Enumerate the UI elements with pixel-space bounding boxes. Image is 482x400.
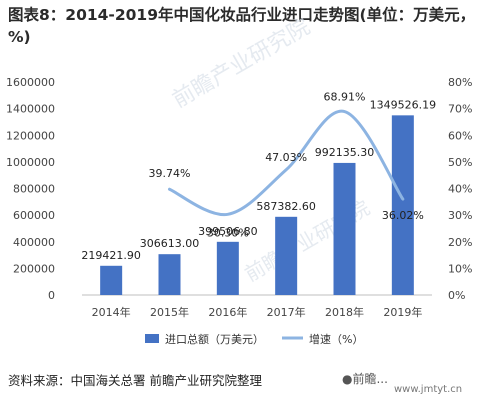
y-right-tick-label: 70% bbox=[448, 103, 472, 116]
brand-site: www.jmtyt.cn bbox=[394, 384, 463, 395]
line-value-label: 30.30% bbox=[207, 226, 249, 239]
x-tick-label: 2017年 bbox=[267, 305, 306, 319]
bar-3 bbox=[216, 241, 239, 295]
bar-6 bbox=[391, 115, 414, 295]
legend-bar-label: 进口总额（万美元） bbox=[165, 332, 264, 346]
bar-value-label: 587382.60 bbox=[256, 200, 316, 213]
y-left-tick-label: 0 bbox=[48, 289, 55, 302]
y-right-tick-label: 50% bbox=[448, 156, 472, 169]
y-right-tick-label: 0% bbox=[448, 289, 465, 302]
bar-value-label: 306613.00 bbox=[140, 237, 200, 250]
y-right-tick-label: 10% bbox=[448, 262, 472, 275]
bar-4 bbox=[275, 216, 298, 295]
growth-line bbox=[168, 110, 405, 216]
y-left-tick-label: 1600000 bbox=[6, 76, 55, 89]
legend-bar-swatch bbox=[145, 334, 159, 343]
y-right-tick-label: 60% bbox=[448, 129, 472, 142]
x-tick-label: 2016年 bbox=[208, 305, 247, 319]
y-left-tick-label: 400000 bbox=[13, 236, 55, 249]
brand-logo: ●前瞻... bbox=[342, 372, 388, 386]
line-value-label: 36.02% bbox=[382, 209, 424, 222]
x-tick-label: 2019年 bbox=[383, 305, 422, 319]
x-tick-label: 2014年 bbox=[92, 305, 131, 319]
y-left-tick-label: 600000 bbox=[13, 209, 55, 222]
y-left-tick-label: 200000 bbox=[13, 262, 55, 275]
line-value-label: 47.03% bbox=[265, 151, 307, 164]
y-left-tick-label: 1400000 bbox=[6, 103, 55, 116]
x-tick-label: 2015年 bbox=[150, 305, 189, 319]
y-right-tick-label: 20% bbox=[448, 236, 472, 249]
bar-value-label: 992135.30 bbox=[315, 146, 375, 159]
bar-2 bbox=[158, 254, 181, 295]
y-right-tick-label: 80% bbox=[448, 76, 472, 89]
y-left-tick-label: 1000000 bbox=[6, 156, 55, 169]
bar-value-label: 1349526.19 bbox=[370, 98, 436, 111]
y-right-tick-label: 40% bbox=[448, 183, 472, 196]
bar-value-label: 219421.90 bbox=[81, 249, 141, 262]
x-tick-label: 2018年 bbox=[325, 305, 364, 319]
bar-1 bbox=[100, 265, 123, 295]
bar-5 bbox=[333, 162, 356, 295]
bar-value-label: 399506.80 bbox=[198, 225, 258, 238]
y-left-tick-label: 800000 bbox=[13, 183, 55, 196]
y-right-tick-label: 30% bbox=[448, 209, 472, 222]
y-left-tick-label: 1200000 bbox=[6, 129, 55, 142]
line-value-label: 68.91% bbox=[324, 91, 366, 104]
source-note: 资料来源：中国海关总署 前瞻产业研究院整理 bbox=[8, 373, 262, 388]
chart-title: 图表8：2014-2019年中国化妆品行业进口走势图(单位：万美元，%) bbox=[8, 6, 476, 46]
line-value-label: 39.74% bbox=[149, 167, 191, 180]
watermark: 前瞻产业研究院 bbox=[169, 15, 315, 114]
legend-line-label: 增速（%） bbox=[309, 332, 363, 346]
